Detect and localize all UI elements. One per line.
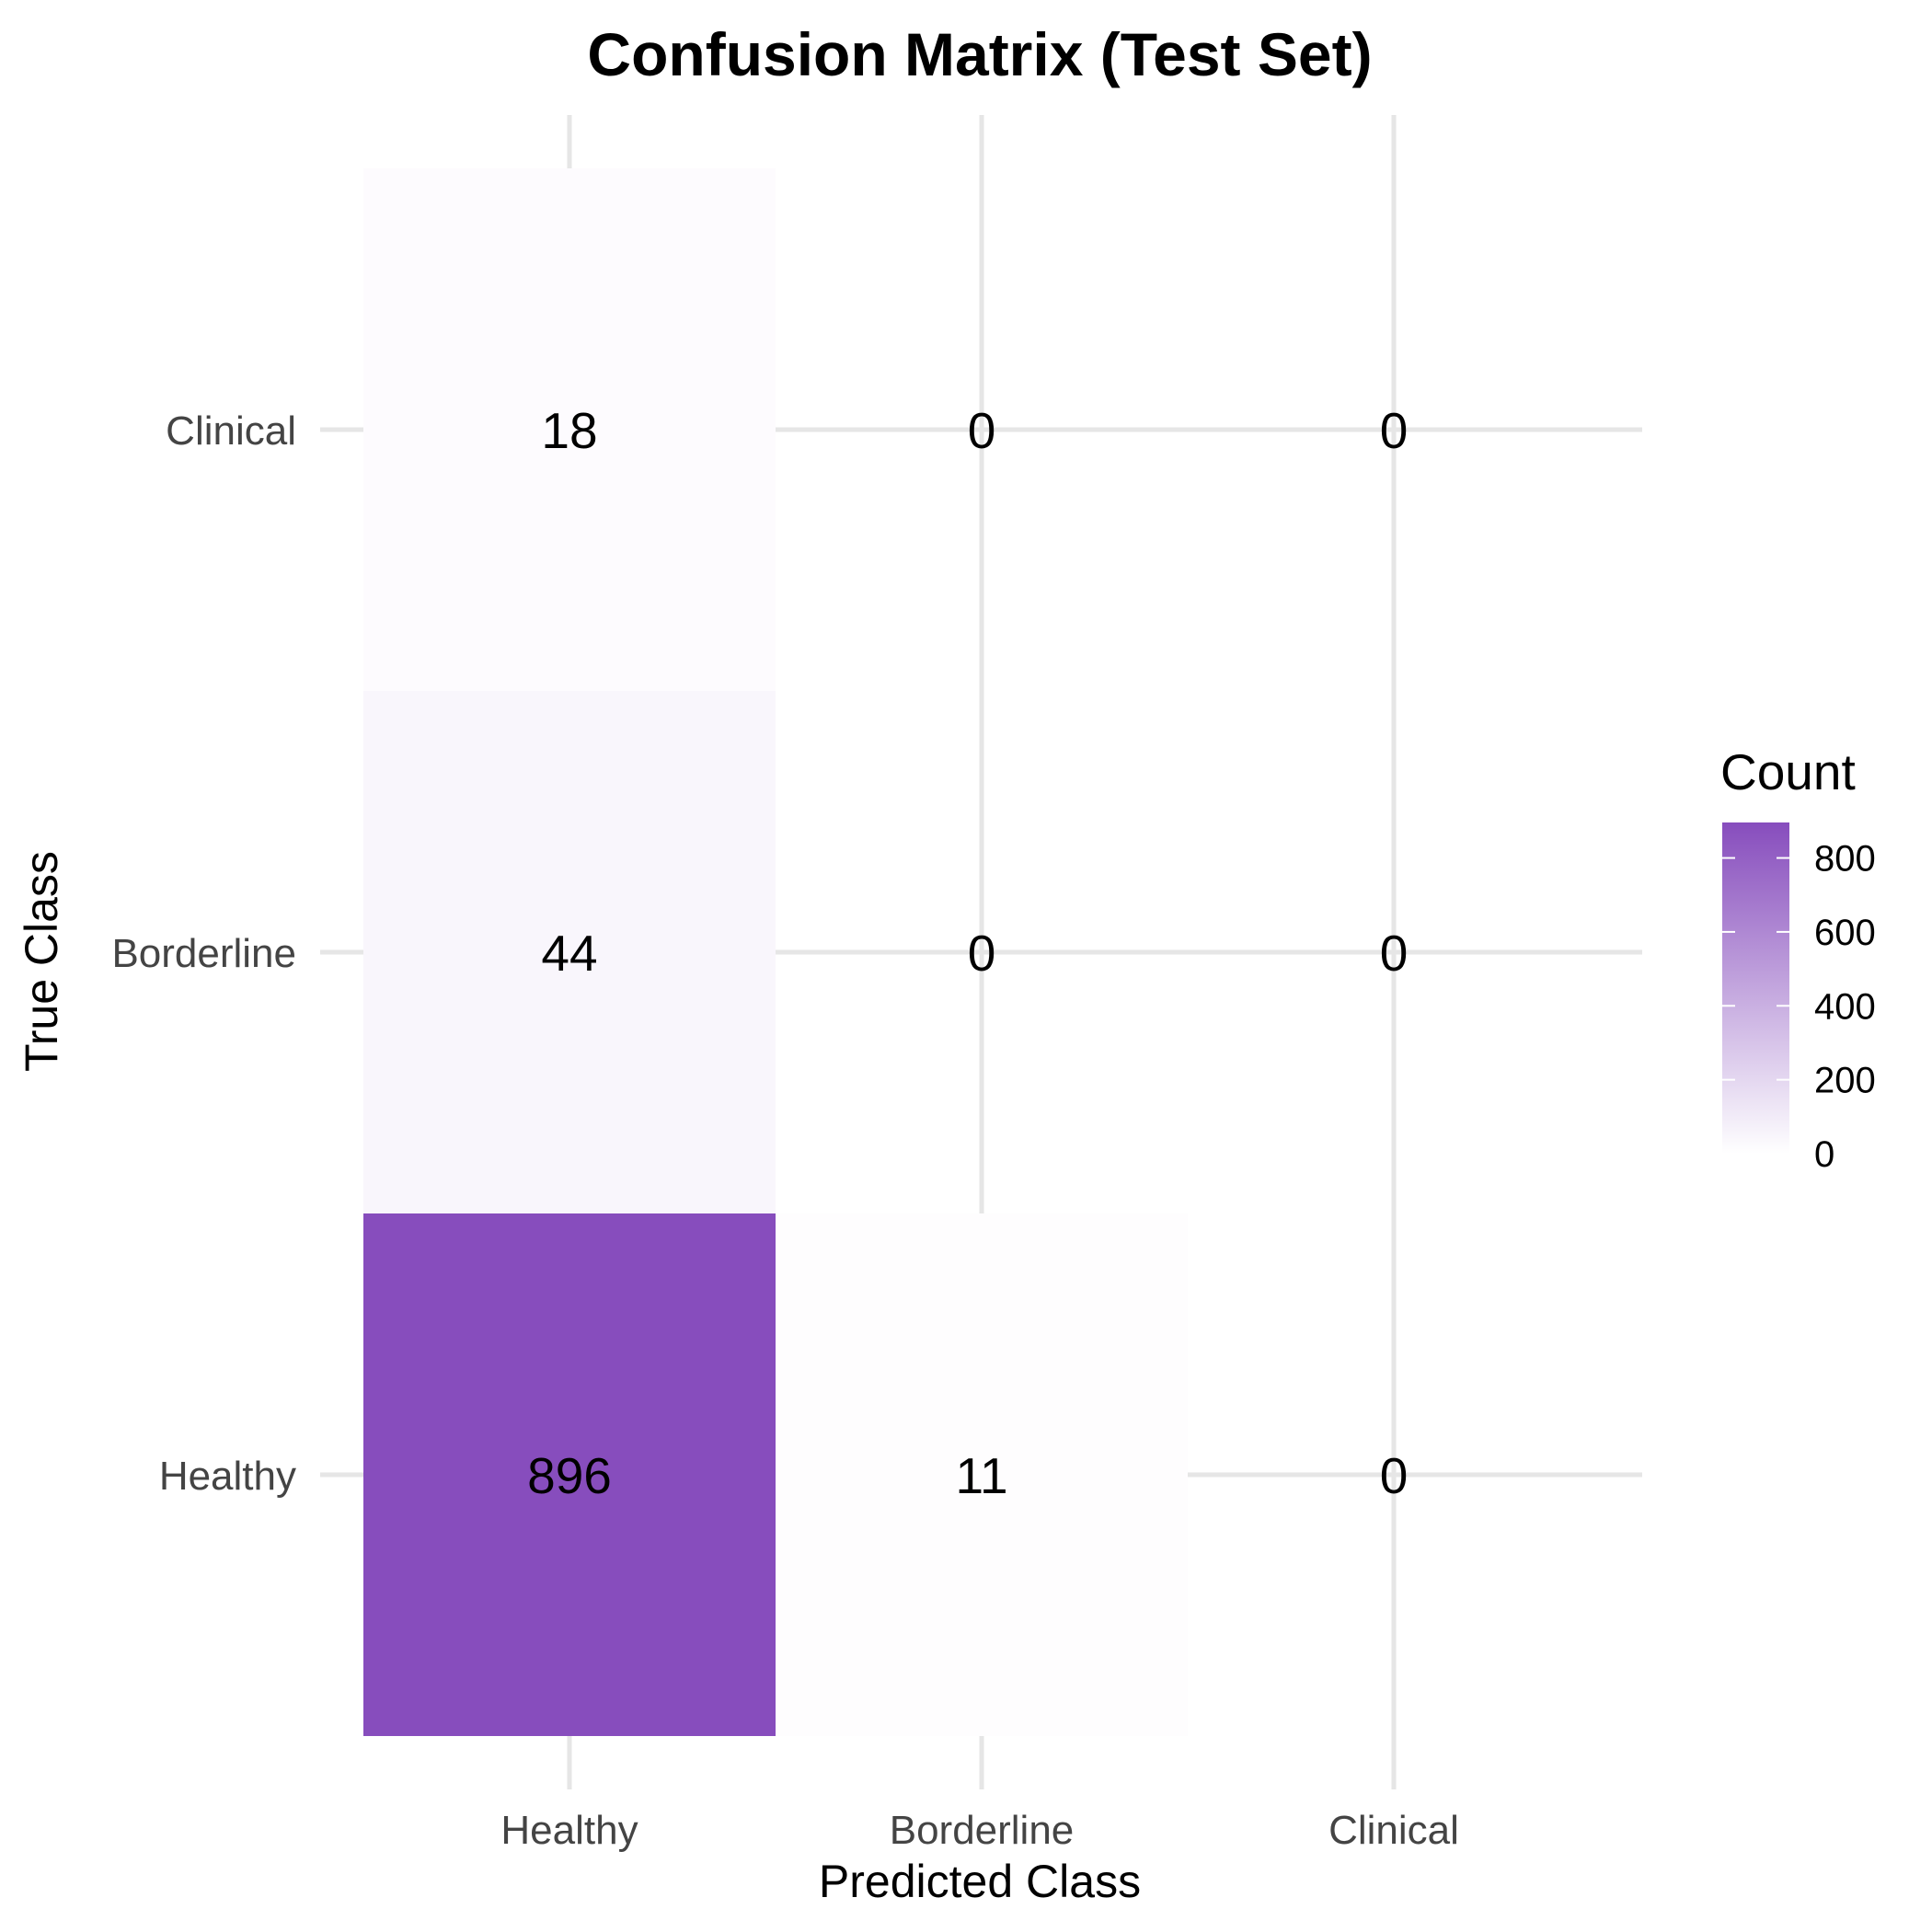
cell-healthy-healthy [363,1213,776,1736]
color-legend: Count 0 200 400 600 800 [1720,743,1876,1175]
x-tick-clinical: Clinical [1328,1808,1459,1853]
chart-title: Confusion Matrix (Test Set) [587,20,1372,88]
legend-tick-label-200: 200 [1814,1061,1876,1101]
y-axis-ticks: Healthy Borderline Clinical [111,408,296,1499]
legend-tick-label-600: 600 [1814,913,1876,953]
x-axis-title: Predicted Class [819,1856,1141,1907]
cell-label-healthy-clinical: 0 [1380,1447,1409,1504]
y-tick-borderline: Borderline [111,931,296,976]
cell-clinical-healthy [363,168,776,691]
legend-tick-label-400: 400 [1814,986,1876,1027]
heatmap-cells [363,168,1188,1736]
y-axis-title: True Class [16,851,67,1072]
x-axis-ticks: Healthy Borderline Clinical [500,1808,1459,1853]
cell-label-clinical-clinical: 0 [1380,402,1409,459]
cell-label-borderline-healthy: 44 [541,925,597,982]
cell-healthy-borderline [776,1213,1188,1736]
legend-tick-label-0: 0 [1814,1134,1834,1175]
legend-colorbar [1722,822,1789,1154]
cell-label-healthy-healthy: 896 [527,1447,612,1504]
legend-title: Count [1720,743,1856,800]
x-tick-borderline: Borderline [890,1808,1075,1853]
cell-label-borderline-clinical: 0 [1380,925,1409,982]
cell-label-clinical-borderline: 0 [968,402,996,459]
cell-labels: 18 0 0 44 0 0 896 11 0 [527,402,1408,1504]
cell-borderline-healthy [363,691,776,1213]
cell-label-clinical-healthy: 18 [541,402,597,459]
y-tick-clinical: Clinical [166,408,296,454]
legend-ticks: 0 200 400 600 800 [1722,839,1876,1175]
legend-tick-label-800: 800 [1814,839,1876,880]
cell-label-borderline-borderline: 0 [968,925,996,982]
y-tick-healthy: Healthy [159,1454,296,1499]
x-tick-healthy: Healthy [500,1808,638,1853]
cell-label-healthy-borderline: 11 [955,1447,1007,1504]
